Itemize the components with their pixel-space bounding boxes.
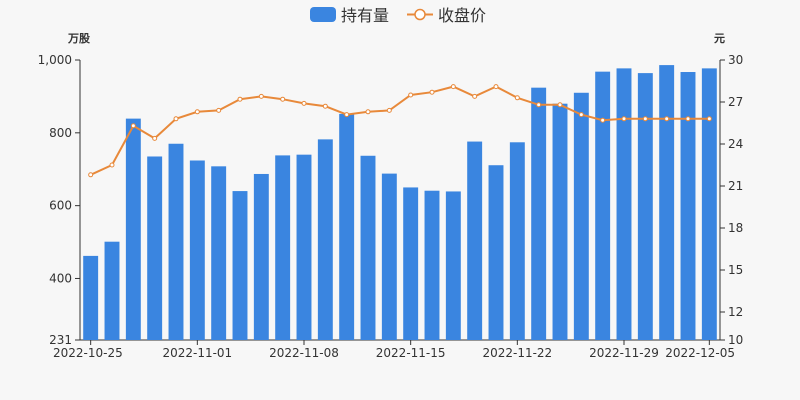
price-point <box>706 116 712 122</box>
price-point <box>685 116 691 122</box>
price-point <box>322 103 328 109</box>
bar <box>381 173 397 340</box>
right-tick-label: 30 <box>728 53 743 67</box>
bar <box>467 141 483 340</box>
bar <box>275 155 291 340</box>
bar <box>104 241 120 340</box>
bar <box>637 73 653 340</box>
bar <box>680 72 696 341</box>
legend-item-price[interactable]: 收盘价 <box>407 6 486 25</box>
bar <box>296 154 312 340</box>
bar <box>616 68 632 340</box>
x-tick-label: 2022-11-22 <box>482 346 552 360</box>
price-point <box>472 93 478 99</box>
right-tick-label: 24 <box>728 137 743 151</box>
axes: 231 400 600 800 1,000 10 12 15 18 21 24 27 30 2022-10… <box>38 53 744 360</box>
legend-item-holding[interactable]: 持有量 <box>310 6 389 25</box>
price-point <box>450 84 456 90</box>
bar <box>211 166 227 340</box>
bar <box>488 165 504 340</box>
x-tick-label: 2022-11-29 <box>589 346 659 360</box>
price-point <box>152 135 158 141</box>
x-tick-label: 2022-11-08 <box>269 346 339 360</box>
left-axis-unit: 万股 <box>67 32 91 45</box>
price-point <box>493 84 499 90</box>
bar <box>83 255 99 340</box>
bar <box>189 160 205 340</box>
legend: 持有量 收盘价 <box>310 6 486 25</box>
legend-label-price: 收盘价 <box>438 6 486 25</box>
price-point <box>216 107 222 113</box>
price-point <box>280 96 286 102</box>
right-tick-label: 27 <box>728 95 743 109</box>
bar <box>125 118 141 341</box>
price-point <box>408 92 414 98</box>
bar <box>147 156 163 340</box>
x-tick-label: 2022-11-15 <box>376 346 446 360</box>
left-tick-label: 600 <box>49 199 72 213</box>
bar <box>701 68 717 340</box>
bar <box>595 71 611 341</box>
price-point <box>173 116 179 122</box>
legend-marker-price <box>414 8 426 21</box>
bar <box>403 187 419 340</box>
bar <box>573 92 589 340</box>
price-point <box>600 117 606 123</box>
left-tick-label: 800 <box>49 126 72 140</box>
bar <box>552 103 568 340</box>
legend-label-holding: 持有量 <box>341 6 389 25</box>
price-point <box>194 109 200 115</box>
left-tick-label: 231 <box>49 333 72 347</box>
price-point <box>642 116 648 122</box>
right-tick-label: 21 <box>728 179 743 193</box>
price-point <box>237 96 243 102</box>
price-point <box>365 109 371 115</box>
price-point <box>664 116 670 122</box>
price-point <box>536 102 542 108</box>
left-tick-label: 400 <box>49 271 72 285</box>
bar-series <box>83 65 717 341</box>
price-point <box>109 162 115 168</box>
x-tick-label: 2022-11-01 <box>162 346 232 360</box>
bar <box>424 190 440 340</box>
price-point <box>258 93 264 99</box>
right-tick-label: 15 <box>728 263 743 277</box>
x-tick-label: 2022-12-05 <box>665 346 735 360</box>
bar <box>253 173 269 340</box>
bar <box>531 87 547 340</box>
bar <box>339 113 355 340</box>
bar <box>659 65 675 340</box>
price-point <box>130 123 136 129</box>
line-series <box>88 84 712 178</box>
legend-swatch-holding <box>310 7 336 22</box>
right-axis-unit: 元 <box>714 32 725 45</box>
price-point <box>386 107 392 113</box>
left-tick-label: 1,000 <box>38 53 72 67</box>
bar <box>445 191 461 340</box>
right-tick-label: 12 <box>728 305 743 319</box>
price-point <box>578 112 584 118</box>
bar <box>317 139 333 340</box>
right-tick-label: 18 <box>728 221 743 235</box>
bar <box>360 155 376 340</box>
price-point <box>514 95 520 101</box>
right-tick-label: 10 <box>728 333 743 347</box>
price-point <box>344 112 350 118</box>
bar <box>232 191 248 340</box>
bar <box>509 142 525 340</box>
price-line <box>90 85 710 176</box>
price-point <box>429 89 435 95</box>
price-point <box>88 172 94 178</box>
bar <box>168 143 184 340</box>
price-point <box>557 102 563 108</box>
price-point <box>621 116 627 122</box>
price-point <box>301 100 307 106</box>
x-tick-label: 2022-10-25 <box>53 346 123 360</box>
